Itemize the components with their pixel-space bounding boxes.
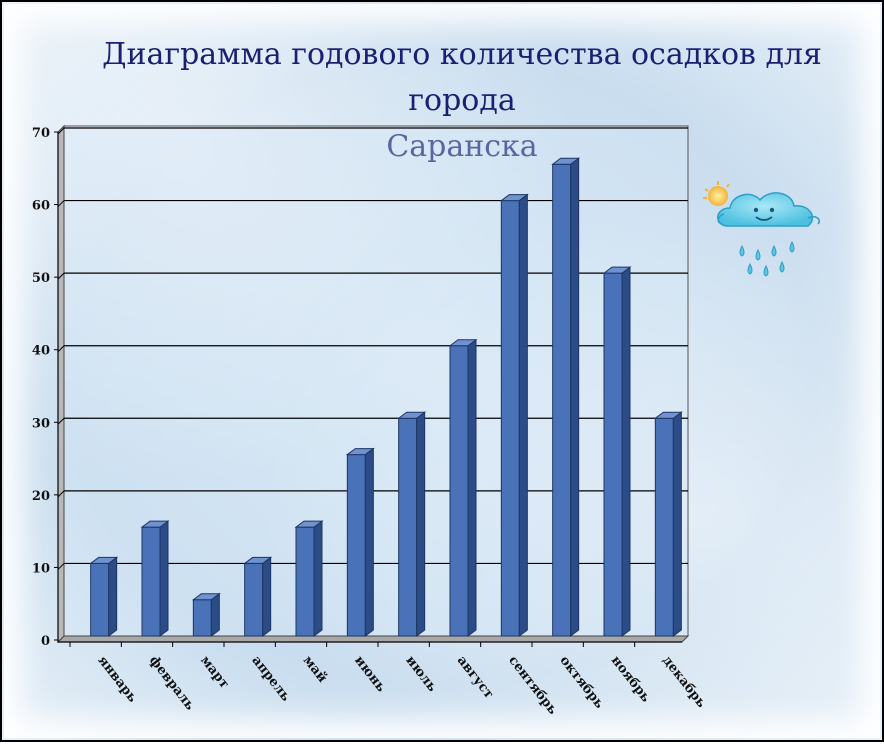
bar-side	[313, 520, 323, 637]
y-tick-label: 40	[32, 344, 50, 359]
bar-side	[518, 193, 528, 637]
bar-side	[159, 520, 169, 637]
bar-front	[244, 562, 264, 637]
bar-top	[499, 194, 529, 202]
bar-side	[621, 266, 631, 637]
gridline-depth	[57, 127, 65, 135]
bar-front	[295, 526, 315, 637]
y-tick-label: 50	[32, 271, 50, 286]
bar-top	[191, 593, 221, 601]
x-category-label: апрель	[249, 653, 294, 704]
y-tick-label: 10	[32, 561, 50, 576]
bar	[499, 193, 529, 637]
x-category-label: октябрь	[557, 653, 607, 711]
plot-floor	[56, 635, 690, 643]
y-tick-label: 30	[32, 416, 50, 431]
gridline-depth	[57, 417, 65, 425]
bar-top	[243, 556, 273, 564]
bar	[551, 157, 581, 637]
chart-title-line-2: Саранска	[62, 124, 862, 170]
bar-front	[192, 599, 212, 637]
bar-front	[500, 200, 520, 637]
bar-side	[570, 157, 580, 637]
gridline-depth	[57, 345, 65, 353]
bar-side	[210, 592, 220, 637]
x-category-label: июль	[403, 653, 440, 695]
bar-top	[551, 157, 581, 165]
bar-top	[653, 411, 683, 419]
bar-side	[672, 411, 682, 637]
gridline-depth	[57, 490, 65, 498]
bar-top	[345, 448, 375, 456]
bar-side	[364, 447, 374, 637]
chart-title-line-1: Диаграмма годового количества осадков дл…	[102, 37, 822, 118]
bar-layer	[89, 157, 683, 637]
bar	[653, 411, 683, 637]
bar-top	[89, 556, 119, 564]
y-tick-label: 0	[41, 634, 50, 649]
x-category-label: август	[454, 653, 496, 701]
bar-front	[398, 417, 418, 637]
axis-layer	[54, 131, 682, 647]
bar-side	[262, 556, 272, 637]
gridline-depth	[57, 200, 65, 207]
y-tick-label: 70	[32, 126, 50, 141]
bar	[448, 338, 478, 637]
x-category-label: май	[300, 653, 330, 686]
chart-title: Диаграмма годового количества осадков дл…	[62, 32, 862, 170]
bar	[89, 556, 119, 637]
bar-front	[603, 272, 623, 637]
bar	[397, 411, 427, 637]
bar-front	[654, 417, 674, 637]
x-category-label: декабрь	[659, 653, 709, 711]
x-category-label: июнь	[351, 653, 388, 695]
x-category-label: март	[197, 653, 232, 691]
x-category-label: февраль	[146, 653, 198, 713]
bar-side	[467, 338, 477, 637]
rain-cloud-with-sun-icon	[700, 180, 836, 290]
bar	[602, 266, 632, 637]
bar	[294, 520, 324, 637]
bar-side	[108, 556, 118, 637]
bar-top	[397, 411, 427, 419]
bar	[345, 447, 375, 637]
gridline-depth	[57, 272, 65, 280]
x-category-label: январь	[95, 653, 140, 705]
gridline-depth	[57, 563, 65, 570]
x-category-label: сентябрь	[505, 653, 560, 717]
bar-front	[90, 562, 110, 637]
y-tick-label: 60	[32, 199, 50, 214]
bar	[140, 520, 170, 637]
bar-front	[449, 345, 469, 637]
y-tick-label: 20	[32, 489, 50, 504]
bar-front	[552, 163, 572, 637]
bar-top	[448, 339, 478, 347]
bar	[191, 592, 221, 637]
bar-front	[141, 526, 161, 637]
bar-top	[294, 520, 324, 528]
bar-side	[416, 411, 426, 637]
bar-top	[140, 520, 170, 528]
bar	[243, 556, 273, 637]
x-category-label: ноябрь	[608, 653, 653, 705]
bar-top	[602, 266, 632, 274]
bar-front	[346, 454, 366, 637]
